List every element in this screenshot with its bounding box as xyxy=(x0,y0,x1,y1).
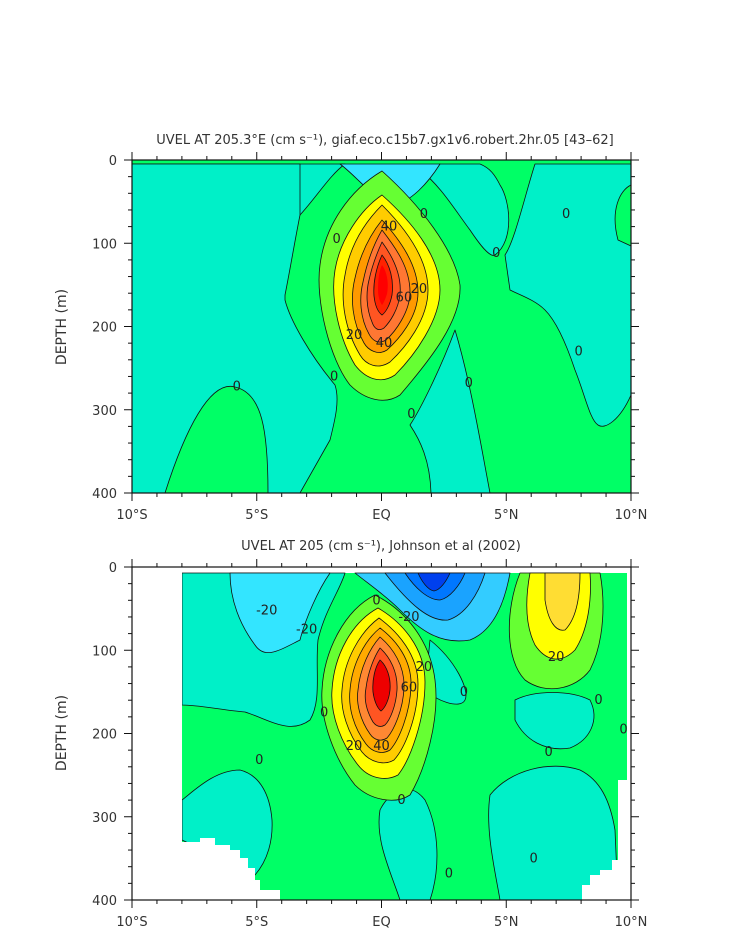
top-neg-center-lower xyxy=(409,329,491,493)
bottom-necc-20-30 xyxy=(544,572,581,631)
bottom-y-tick-label: 100 xyxy=(92,644,117,659)
top-y-tick-label: 200 xyxy=(92,321,117,336)
bottom-y-axis-label: DEPTH (m) xyxy=(54,695,70,771)
bottom-contour-label: -20 xyxy=(296,622,317,637)
top-pos-sw xyxy=(164,385,269,493)
bottom-x-tick-label: 5°S xyxy=(245,915,268,930)
bottom-x-tick-label: 10°S xyxy=(116,915,147,930)
top-contour-label: 0 xyxy=(407,407,415,422)
top-contour-label: 60 xyxy=(396,290,413,305)
top-euc-core xyxy=(378,265,388,305)
bottom-y-tick-label: 400 xyxy=(92,894,117,909)
top-y-tick-label: 400 xyxy=(92,487,117,502)
bottom-euc-core xyxy=(372,659,391,712)
bottom-contour-label: 0 xyxy=(460,685,468,700)
bottom-panel: UVEL AT 205 (cm s⁻¹), Johnson et al (200… xyxy=(54,539,647,930)
bottom-contour-label: 60 xyxy=(401,681,418,696)
bottom-contour-label: 0 xyxy=(372,593,380,608)
top-x-tick-label: 5°N xyxy=(494,508,519,523)
bottom-missing-bottom-left xyxy=(182,838,280,900)
top-contour-label: 40 xyxy=(376,336,393,351)
bottom-contour-label: -20 xyxy=(256,603,277,618)
bottom-x-tick-label: 10°N xyxy=(615,915,648,930)
top-contour-label: 0 xyxy=(420,207,428,222)
top-x-tick-label: 5°S xyxy=(245,508,268,523)
bottom-missing-west xyxy=(132,567,182,900)
top-neg-center xyxy=(419,163,510,256)
top-contour-labels: 40 60 40 20 20 0 0 0 0 0 0 0 0 0 xyxy=(233,207,583,422)
bottom-contour-label: 0 xyxy=(445,866,453,881)
bottom-contour-label: 0 xyxy=(619,722,627,737)
bottom-contour-label: 20 xyxy=(346,739,363,754)
top-x-tick-label: 10°N xyxy=(615,508,648,523)
bottom-contour-label: 40 xyxy=(373,739,390,754)
bottom-neg-east-deep xyxy=(488,765,619,900)
bottom-missing-east-deep xyxy=(618,780,631,900)
bottom-contour-labels: -20 -20 0 -20 20 60 40 20 0 0 20 0 0 0 0 0 0 0 xyxy=(255,593,628,881)
top-y-tick-label: 0 xyxy=(109,154,117,169)
top-contour-label: 0 xyxy=(233,379,241,394)
bottom-x-axis: 10°S 5°S EQ 5°N 10°N xyxy=(116,559,647,930)
bottom-chart-title: UVEL AT 205 (cm s⁻¹), Johnson et al (200… xyxy=(241,539,521,554)
bottom-y-tick-label: 300 xyxy=(92,811,117,826)
bottom-contour-label: 0 xyxy=(530,851,538,866)
bottom-y-tick-label: 200 xyxy=(92,728,117,743)
top-y-tick-label: 300 xyxy=(92,404,117,419)
top-contour-label: 0 xyxy=(330,369,338,384)
bottom-surface-jet-core xyxy=(417,572,451,592)
bottom-missing-bottom-right xyxy=(582,860,618,900)
top-x-tick-label: EQ xyxy=(372,508,390,523)
bottom-contour-label: 20 xyxy=(548,650,565,665)
top-contour-label: 0 xyxy=(492,246,500,261)
bottom-contour-label: 0 xyxy=(545,745,553,760)
bottom-x-tick-label: EQ xyxy=(372,915,390,930)
top-contour-fill xyxy=(132,160,631,493)
top-x-tick-label: 10°S xyxy=(116,508,147,523)
top-contour-label: 20 xyxy=(411,282,428,297)
top-chart-title: UVEL AT 205.3°E (cm s⁻¹), giaf.eco.c15b7… xyxy=(156,133,614,148)
top-contour-label: 0 xyxy=(574,344,582,359)
top-panel: UVEL AT 205.3°E (cm s⁻¹), giaf.eco.c15b7… xyxy=(54,133,647,523)
bottom-contour-label: 0 xyxy=(320,706,328,721)
bottom-contour-label: -20 xyxy=(398,610,419,625)
bottom-contour-label: 0 xyxy=(255,753,263,768)
top-neg-east xyxy=(504,163,631,427)
bottom-contour-label: 0 xyxy=(594,693,602,708)
bottom-missing-east xyxy=(627,567,631,780)
bottom-contour-label: 20 xyxy=(416,660,433,675)
top-y-tick-label: 100 xyxy=(92,237,117,252)
top-contour-label: 0 xyxy=(332,232,340,247)
top-y-axis-label: DEPTH (m) xyxy=(54,289,70,365)
bottom-contour-fill xyxy=(132,567,631,900)
bottom-y-tick-label: 0 xyxy=(109,561,117,576)
bottom-x-tick-label: 5°N xyxy=(494,915,519,930)
top-contour-label: 40 xyxy=(381,220,398,235)
bottom-neg-west-inner xyxy=(229,572,331,654)
top-x-axis: 10°S 5°S EQ 5°N 10°N xyxy=(116,152,647,523)
bottom-neg-east-mid xyxy=(514,692,595,750)
top-contour-label: 0 xyxy=(562,207,570,222)
top-contour-label: 0 xyxy=(465,376,473,391)
top-contour-label: 20 xyxy=(346,328,363,343)
top-neg-west-body xyxy=(132,163,338,493)
bottom-contour-label: 0 xyxy=(397,793,405,808)
